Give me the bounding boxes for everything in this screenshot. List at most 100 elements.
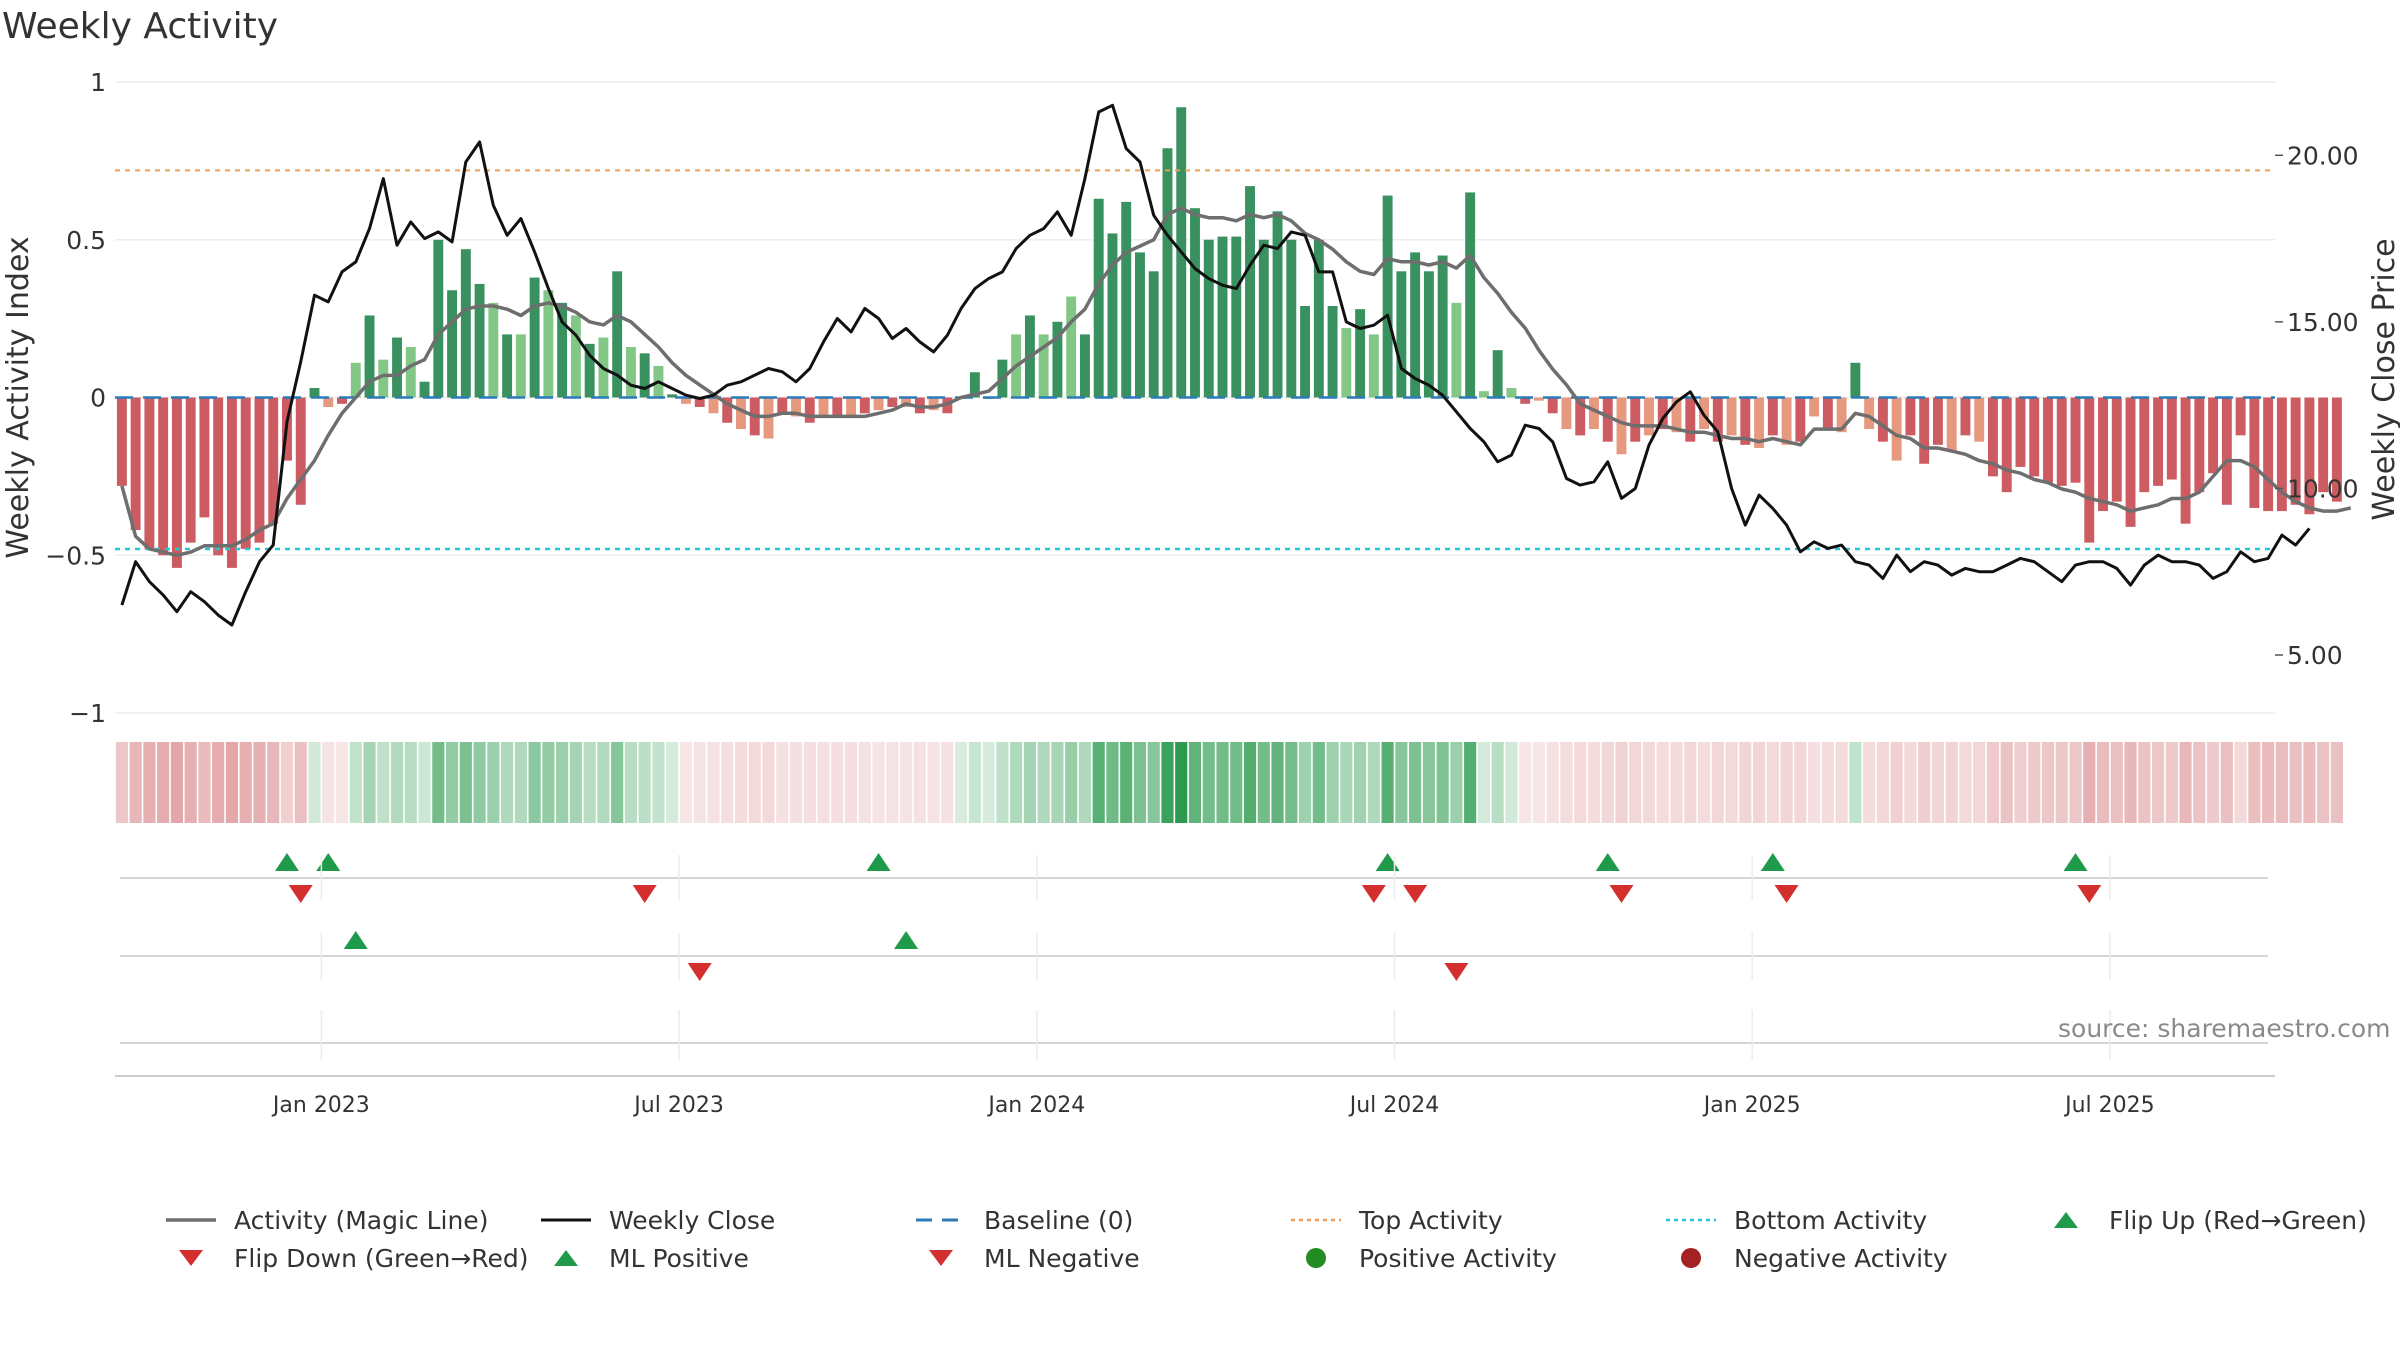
heat-cell — [115, 742, 128, 823]
activity-bar — [1685, 397, 1696, 442]
activity-bar — [584, 343, 595, 398]
activity-bar — [1492, 350, 1503, 398]
source-credit: source: sharemaestro.com — [2058, 1014, 2391, 1043]
heat-cell — [748, 742, 761, 823]
heat-cell — [1312, 742, 1325, 823]
activity-bar — [199, 397, 210, 518]
heat-cell — [1780, 742, 1793, 823]
heat-cell — [1464, 742, 1477, 823]
heat-cell — [556, 742, 569, 823]
heat-cell — [1890, 742, 1903, 823]
heat-cell — [1395, 742, 1408, 823]
legend-label: Negative Activity — [1734, 1243, 1948, 1273]
activity-bar — [1217, 236, 1228, 398]
legend-item-close: Weekly Close — [535, 1205, 775, 1235]
heat-cell — [803, 742, 816, 823]
heat-cell — [1959, 742, 1972, 823]
activity-bar — [1148, 271, 1159, 398]
heat-cell — [1202, 742, 1215, 823]
heat-cell — [996, 742, 1009, 823]
heat-cell — [2234, 742, 2247, 823]
heat-cell — [1340, 742, 1353, 823]
activity-bar — [474, 283, 485, 398]
x-tick-label: Jan 2023 — [271, 1093, 370, 1118]
activity-bar — [1368, 334, 1379, 398]
heat-cell — [294, 742, 307, 823]
heat-cell — [872, 742, 885, 823]
heat-cell — [1326, 742, 1339, 823]
heat-cell — [1271, 742, 1284, 823]
activity-bar — [2221, 397, 2232, 505]
heat-cell — [1367, 742, 1380, 823]
legend-item-ml_neg: ML Negative — [910, 1243, 1140, 1273]
activity-bar — [323, 397, 334, 407]
y-right-axis-title: Weekly Close Price — [2367, 238, 2400, 520]
activity-bar — [433, 239, 444, 398]
heat-cell — [377, 742, 390, 823]
activity-bar — [502, 334, 513, 398]
activity-bar — [1877, 397, 1888, 442]
flip-up-marker — [1375, 853, 1400, 871]
y-left-axis-title: Weekly Activity Index — [1, 236, 36, 558]
activity-bar — [1437, 255, 1448, 398]
heat-cell — [817, 742, 830, 823]
heat-cell — [1835, 742, 1848, 823]
activity-bar — [1093, 198, 1104, 398]
series-lines — [120, 103, 2352, 627]
heat-cell — [734, 742, 748, 823]
heat-cell — [1023, 742, 1036, 823]
activity-bar — [928, 397, 939, 411]
activity-bar — [722, 397, 733, 423]
activity-bar — [1478, 391, 1489, 398]
y-left-tick-label: 0 — [90, 384, 106, 413]
heat-cell — [1752, 742, 1766, 823]
legend-symbol-flip_up — [2035, 1205, 2097, 1235]
heat-cell — [1587, 742, 1601, 823]
reference-lines — [115, 169, 2275, 551]
x-tick-label: Jul 2025 — [2063, 1093, 2155, 1118]
activity-bar — [1602, 397, 1613, 442]
activity-bar — [185, 397, 196, 543]
y-right-tick-label: 5.00 — [2287, 641, 2343, 670]
flip-down-marker — [1403, 885, 1428, 903]
chart-title: Weekly Activity — [2, 6, 279, 47]
heat-cell — [1697, 742, 1711, 823]
activity-bar — [226, 397, 237, 568]
activity-bar — [887, 397, 898, 407]
flip-down-marker — [1361, 885, 1386, 903]
flip-up-marker — [1760, 853, 1785, 871]
y-left-tick-label: 1 — [90, 68, 106, 97]
heat-cell — [679, 742, 693, 823]
heat-cell — [445, 742, 459, 823]
activity-bar — [213, 397, 224, 556]
heat-cell — [1230, 742, 1243, 823]
heat-cell — [1642, 742, 1656, 823]
activity-bar — [1795, 397, 1806, 442]
heat-cell — [1670, 742, 1683, 823]
activity-bar — [2318, 397, 2329, 493]
legend-label: ML Negative — [984, 1243, 1140, 1273]
flip-down-marker — [2077, 885, 2102, 903]
heat-cell — [2000, 742, 2013, 823]
heat-cell — [2193, 742, 2206, 823]
flip-up-marker — [316, 853, 341, 871]
heat-cell — [2317, 742, 2330, 823]
heat-cell — [789, 742, 803, 823]
activity-bar — [529, 277, 540, 398]
heat-cell — [1615, 742, 1628, 823]
heat-cell — [1863, 742, 1876, 823]
activity-bar — [1891, 397, 1902, 461]
legend-symbol-ml_neg — [910, 1243, 972, 1273]
ml-positive-marker — [894, 931, 919, 949]
activity-bar — [2263, 397, 2274, 512]
activity-bar — [2249, 397, 2260, 508]
heat-cell — [583, 742, 596, 823]
heat-cell — [129, 742, 142, 823]
heat-cell — [1477, 742, 1490, 823]
heat-cell — [1973, 742, 1986, 823]
activity-bar — [2125, 397, 2136, 527]
heat-cell — [1243, 742, 1257, 823]
heat-cell — [2289, 742, 2302, 823]
activity-bar — [1107, 233, 1118, 398]
heat-cell — [1574, 742, 1587, 823]
